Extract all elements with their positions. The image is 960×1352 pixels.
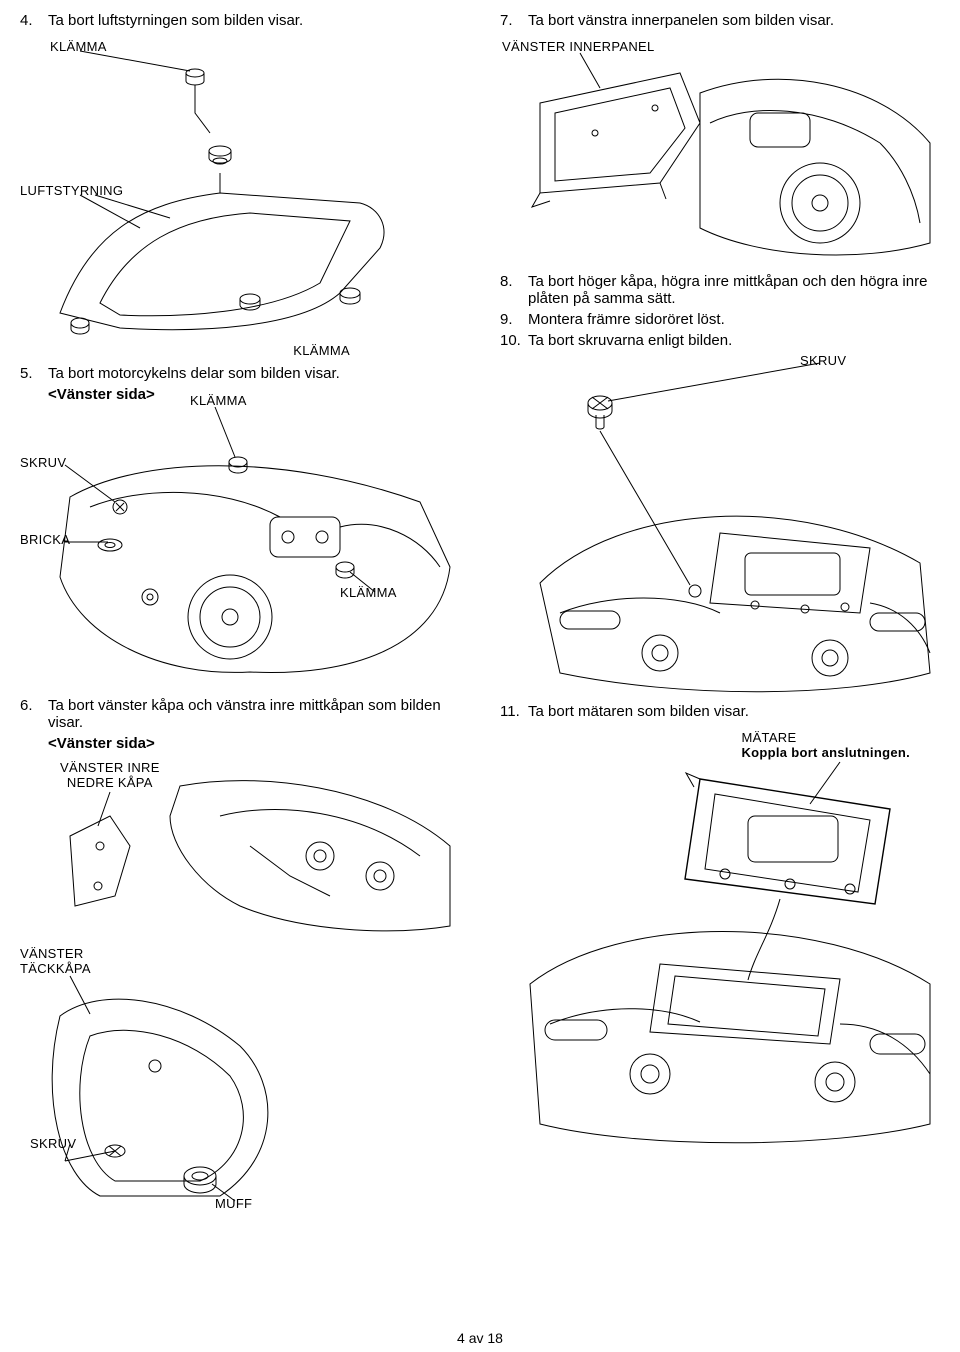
- step-6-text: Ta bort vänster kåpa och vänstra inre mi…: [48, 697, 460, 731]
- step-4: 4. Ta bort luftstyrningen som bilden vis…: [20, 12, 460, 29]
- label-vanster-tack: VÄNSTER TÄCKKÅPA: [20, 946, 91, 976]
- figure-7: VÄNSTER INNERPANEL: [500, 33, 940, 273]
- left-column: 4. Ta bort luftstyrningen som bilden vis…: [0, 0, 480, 1352]
- step-10-num: 10.: [500, 332, 528, 349]
- step-9: 9. Montera främre sidoröret löst.: [500, 311, 940, 328]
- label-klamma-1: KLÄMMA: [50, 39, 107, 54]
- figure-5-svg: [20, 407, 460, 697]
- label-matare-block: MÄTARE Koppla bort anslutningen.: [741, 730, 910, 760]
- figure-11-svg: [500, 724, 940, 1154]
- step-11: 11. Ta bort mätaren som bilden visar.: [500, 703, 940, 720]
- figure-10-svg: [500, 353, 940, 703]
- step-11-text: Ta bort mätaren som bilden visar.: [528, 703, 940, 720]
- label-vanster-inre: VÄNSTER INRE NEDRE KÅPA: [60, 760, 160, 790]
- step-7-num: 7.: [500, 12, 528, 29]
- step-9-text: Montera främre sidoröret löst.: [528, 311, 940, 328]
- step-8-text: Ta bort höger kåpa, högra inre mittkåpan…: [528, 273, 940, 307]
- right-column: 7. Ta bort vänstra innerpanelen som bild…: [480, 0, 960, 1352]
- step-10-text: Ta bort skruvarna enligt bilden.: [528, 332, 940, 349]
- label-vanster-inre-l1: VÄNSTER INRE: [60, 760, 160, 775]
- figure-4: KLÄMMA LUFTSTYRNING: [20, 33, 460, 343]
- label-bricka: BRICKA: [20, 532, 70, 547]
- step-9-num: 9.: [500, 311, 528, 328]
- step-5-sub: <Vänster sida>: [48, 386, 460, 403]
- figure-6: VÄNSTER INRE NEDRE KÅPA VÄNSTER TÄCKKÅPA…: [20, 756, 460, 1226]
- label-vanster-inre-l2: NEDRE KÅPA: [67, 775, 153, 790]
- klamma-2-row: KLÄMMA: [20, 343, 460, 365]
- step-5: 5. Ta bort motorcykelns delar som bilden…: [20, 365, 460, 382]
- step-4-num: 4.: [20, 12, 48, 29]
- label-klamma-3: KLÄMMA: [190, 393, 247, 408]
- step-7-text: Ta bort vänstra innerpanelen som bilden …: [528, 12, 940, 29]
- step-8-num: 8.: [500, 273, 528, 307]
- label-skruv-2: SKRUV: [30, 1136, 76, 1151]
- step-7: 7. Ta bort vänstra innerpanelen som bild…: [500, 12, 940, 29]
- label-skruv-3: SKRUV: [800, 353, 846, 368]
- label-vanster-tack-l2: TÄCKKÅPA: [20, 961, 91, 976]
- step-5-text: Ta bort motorcykelns delar som bilden vi…: [48, 365, 460, 382]
- step-5-num: 5.: [20, 365, 48, 382]
- label-klamma-4: KLÄMMA: [340, 585, 397, 600]
- figure-10: SKRUV: [500, 353, 940, 703]
- label-vanster-innerpanel: VÄNSTER INNERPANEL: [502, 39, 655, 54]
- label-luftstyrning: LUFTSTYRNING: [20, 183, 123, 198]
- step-11-num: 11.: [500, 703, 528, 720]
- step-6: 6. Ta bort vänster kåpa och vänstra inre…: [20, 697, 460, 731]
- label-skruv-1: SKRUV: [20, 455, 66, 470]
- figure-11: MÄTARE Koppla bort anslutningen.: [500, 724, 940, 1154]
- label-matare: MÄTARE: [741, 730, 796, 745]
- step-6-num: 6.: [20, 697, 48, 731]
- figure-7-svg: [500, 33, 940, 273]
- label-vanster-tack-l1: VÄNSTER: [20, 946, 84, 961]
- label-muff: MUFF: [215, 1196, 252, 1211]
- step-10: 10. Ta bort skruvarna enligt bilden.: [500, 332, 940, 349]
- page-number: 4 av 18: [457, 1330, 503, 1346]
- step-4-text: Ta bort luftstyrningen som bilden visar.: [48, 12, 460, 29]
- label-klamma-2: KLÄMMA: [293, 343, 350, 358]
- label-koppla: Koppla bort anslutningen.: [741, 745, 910, 760]
- figure-5: KLÄMMA SKRUV BRICKA KLÄMMA: [20, 407, 460, 697]
- step-6-sub: <Vänster sida>: [48, 735, 460, 752]
- page-container: 4. Ta bort luftstyrningen som bilden vis…: [0, 0, 960, 1352]
- step-8: 8. Ta bort höger kåpa, högra inre mittkå…: [500, 273, 940, 307]
- figure-6-svg: [20, 756, 460, 1226]
